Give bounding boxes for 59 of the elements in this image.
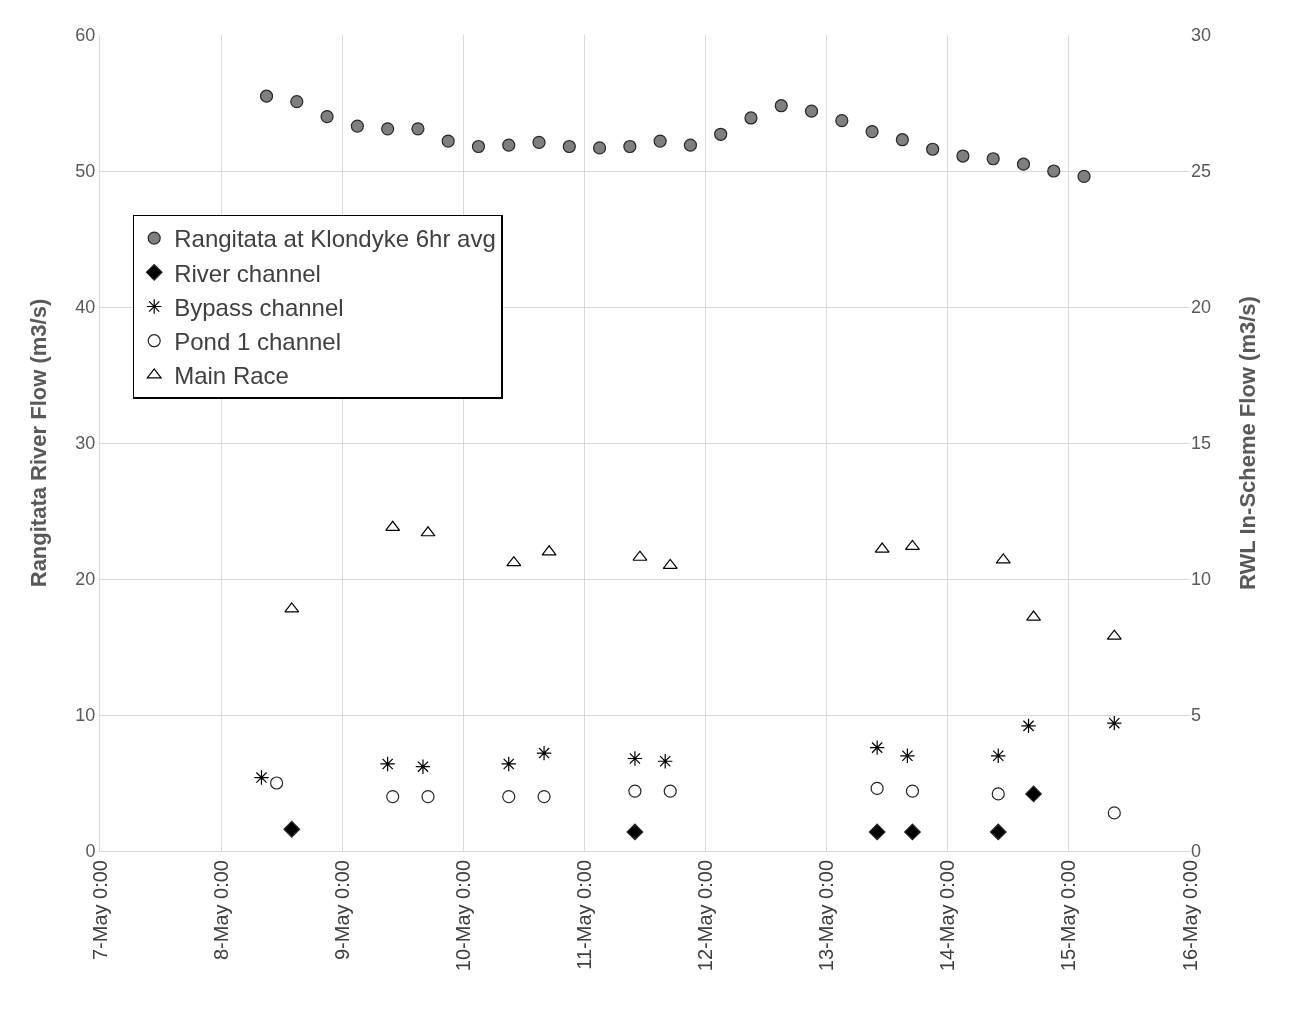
point [259, 89, 274, 103]
point [714, 127, 728, 141]
point [532, 135, 546, 150]
x-tick-label: 13-May 0:00 [815, 860, 838, 972]
point [471, 139, 486, 154]
point [683, 138, 698, 152]
point [592, 141, 607, 155]
point [926, 142, 940, 156]
point [441, 134, 455, 148]
y2-tick-label: 25 [1191, 161, 1212, 182]
x-tick-label: 9-May 0:00 [330, 860, 353, 961]
y2-tick-label: 15 [1191, 433, 1212, 454]
y2-tick-label: 30 [1191, 25, 1212, 46]
y-tick-label: 50 [75, 161, 96, 182]
y2-tick-label: 0 [1191, 841, 1202, 862]
legend-label: Pond 1 channel [174, 328, 342, 356]
point [623, 139, 637, 154]
point [895, 133, 909, 147]
x-tick-label: 10-May 0:00 [451, 860, 474, 972]
y-tick-label: 0 [85, 841, 96, 862]
y-tick-label: 20 [75, 569, 96, 590]
point [350, 119, 364, 133]
y-axis-title: Rangitata River Flow (m3/s) [26, 298, 51, 588]
legend-label: River channel [174, 259, 321, 287]
x-tick-label: 8-May 0:00 [209, 860, 232, 961]
y2-tick-label: 5 [1191, 705, 1202, 726]
point [956, 149, 970, 163]
x-tick-label: 11-May 0:00 [572, 860, 595, 970]
x-tick-label: 16-May 0:00 [1178, 860, 1201, 972]
legend-label: Rangitata at Klondyke 6hr avg [174, 225, 496, 253]
point [865, 124, 879, 139]
x-tick-label: 14-May 0:00 [936, 860, 959, 972]
legend-label: Bypass channel [174, 293, 344, 321]
point [1016, 157, 1031, 171]
point [502, 138, 516, 152]
x-tick-label: 15-May 0:00 [1057, 860, 1080, 972]
point [835, 114, 849, 128]
y-tick-label: 30 [75, 433, 96, 454]
point [411, 122, 425, 136]
point [1077, 169, 1091, 184]
y2-tick-label: 10 [1191, 569, 1212, 590]
y2-tick-label: 20 [1191, 297, 1212, 318]
point [1047, 164, 1061, 178]
point [804, 104, 819, 118]
y-tick-label: 40 [75, 297, 96, 318]
point [986, 152, 1000, 166]
point [744, 111, 758, 125]
x-tick-label: 12-May 0:00 [694, 860, 717, 972]
point [653, 134, 667, 148]
legend-label: Main Race [174, 362, 289, 390]
y2-axis-title: RWL In-Scheme Flow (m3/s) [1235, 296, 1260, 590]
point [290, 95, 304, 109]
point [774, 99, 788, 113]
y-tick-label: 60 [75, 25, 96, 46]
x-tick-label: 7-May 0:00 [88, 860, 111, 961]
y-tick-label: 10 [75, 705, 96, 726]
point [562, 139, 576, 154]
point [320, 110, 334, 124]
point [381, 122, 395, 136]
